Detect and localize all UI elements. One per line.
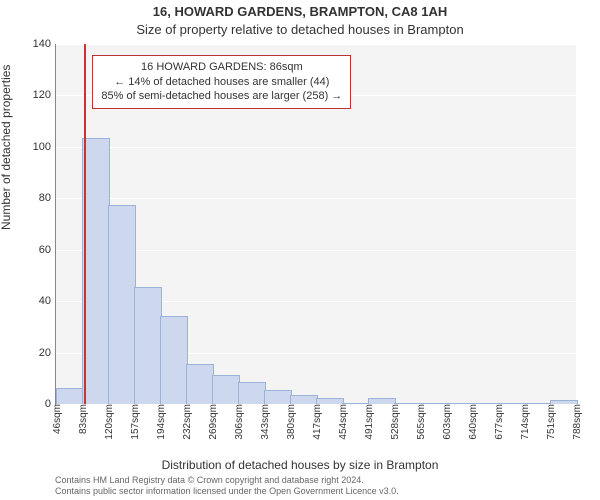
y-tick-label: 20: [39, 347, 56, 359]
y-tick-label: 40: [39, 295, 56, 307]
grid-line: [56, 198, 576, 199]
histogram-bar: [238, 382, 265, 404]
plot-area: 02040608010012014046sqm83sqm120sqm157sqm…: [55, 44, 576, 405]
info-box-line-3: 85% of semi-detached houses are larger (…: [101, 89, 342, 104]
x-tick-label: 677sqm: [491, 404, 505, 440]
chart-title-main: 16, HOWARD GARDENS, BRAMPTON, CA8 1AH: [0, 4, 600, 19]
x-tick-label: 232sqm: [179, 404, 193, 440]
histogram-bar: [134, 287, 161, 404]
histogram-bar: [82, 138, 109, 404]
attribution-line-2: Contains public sector information licen…: [55, 486, 399, 497]
x-tick-label: 120sqm: [101, 404, 115, 440]
x-tick-label: 788sqm: [569, 404, 583, 440]
histogram-bar: [290, 395, 317, 404]
attribution-line-1: Contains HM Land Registry data © Crown c…: [55, 475, 399, 486]
x-axis-label: Distribution of detached houses by size …: [0, 458, 600, 472]
y-tick-label: 100: [33, 141, 56, 153]
y-tick-label: 80: [39, 192, 56, 204]
y-tick-label: 120: [33, 89, 56, 101]
y-tick-label: 140: [33, 38, 56, 50]
x-tick-label: 751sqm: [543, 404, 557, 440]
histogram-bar: [264, 390, 291, 404]
grid-line: [56, 147, 576, 148]
x-tick-label: 714sqm: [517, 404, 531, 440]
x-tick-label: 46sqm: [49, 404, 63, 434]
x-tick-label: 528sqm: [387, 404, 401, 440]
x-tick-label: 454sqm: [335, 404, 349, 440]
info-box-line-1: 16 HOWARD GARDENS: 86sqm: [101, 60, 342, 75]
x-tick-label: 640sqm: [465, 404, 479, 440]
x-tick-label: 157sqm: [127, 404, 141, 440]
x-tick-label: 380sqm: [283, 404, 297, 440]
grid-line: [56, 44, 576, 45]
histogram-bar: [108, 205, 135, 404]
x-tick-label: 343sqm: [257, 404, 271, 440]
y-tick-label: 60: [39, 244, 56, 256]
marker-line: [84, 44, 86, 404]
histogram-bar: [186, 364, 213, 404]
x-tick-label: 194sqm: [153, 404, 167, 440]
x-tick-label: 269sqm: [205, 404, 219, 440]
histogram-bar: [160, 316, 187, 404]
chart-title-sub: Size of property relative to detached ho…: [0, 22, 600, 37]
x-tick-label: 491sqm: [361, 404, 375, 440]
x-tick-label: 83sqm: [75, 404, 89, 434]
histogram-bar: [212, 375, 239, 404]
attribution-text: Contains HM Land Registry data © Crown c…: [55, 475, 399, 497]
info-box-line-2: ← 14% of detached houses are smaller (44…: [101, 75, 342, 90]
y-axis-label: Number of detached properties: [0, 65, 13, 230]
x-tick-label: 306sqm: [231, 404, 245, 440]
x-tick-label: 417sqm: [309, 404, 323, 440]
info-box: 16 HOWARD GARDENS: 86sqm← 14% of detache…: [92, 55, 351, 110]
x-tick-label: 603sqm: [439, 404, 453, 440]
histogram-bar: [56, 388, 83, 404]
x-tick-label: 565sqm: [413, 404, 427, 440]
